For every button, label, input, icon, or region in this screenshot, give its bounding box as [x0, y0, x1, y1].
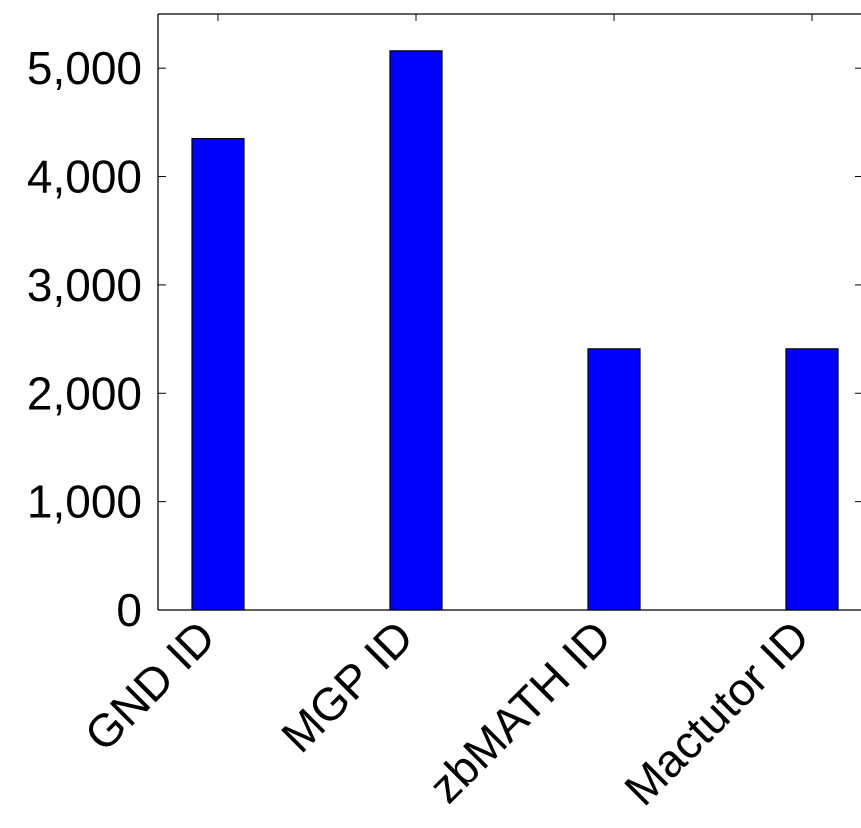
y-axis: 0 1,000 2,000 3,000 4,000 5,000: [27, 42, 861, 636]
y-tick-label: 2,000: [27, 367, 142, 419]
bars: [191, 50, 839, 611]
x-category-label: zbMATH ID: [419, 610, 621, 812]
bar: [389, 50, 443, 611]
y-tick-label: 0: [116, 584, 142, 636]
bar: [785, 348, 839, 611]
x-category-label: Mactutor ID: [614, 610, 819, 815]
y-tick-label: 5,000: [27, 42, 142, 94]
bar: [587, 348, 641, 611]
x-category-label: GND ID: [74, 610, 225, 761]
plot-frame: [157, 13, 861, 611]
y-tick-label: 1,000: [27, 476, 142, 528]
y-tick-label: 4,000: [27, 151, 142, 203]
x-category-label: MGP ID: [271, 610, 423, 762]
y-tick-label: 3,000: [27, 259, 142, 311]
bar: [191, 138, 245, 611]
